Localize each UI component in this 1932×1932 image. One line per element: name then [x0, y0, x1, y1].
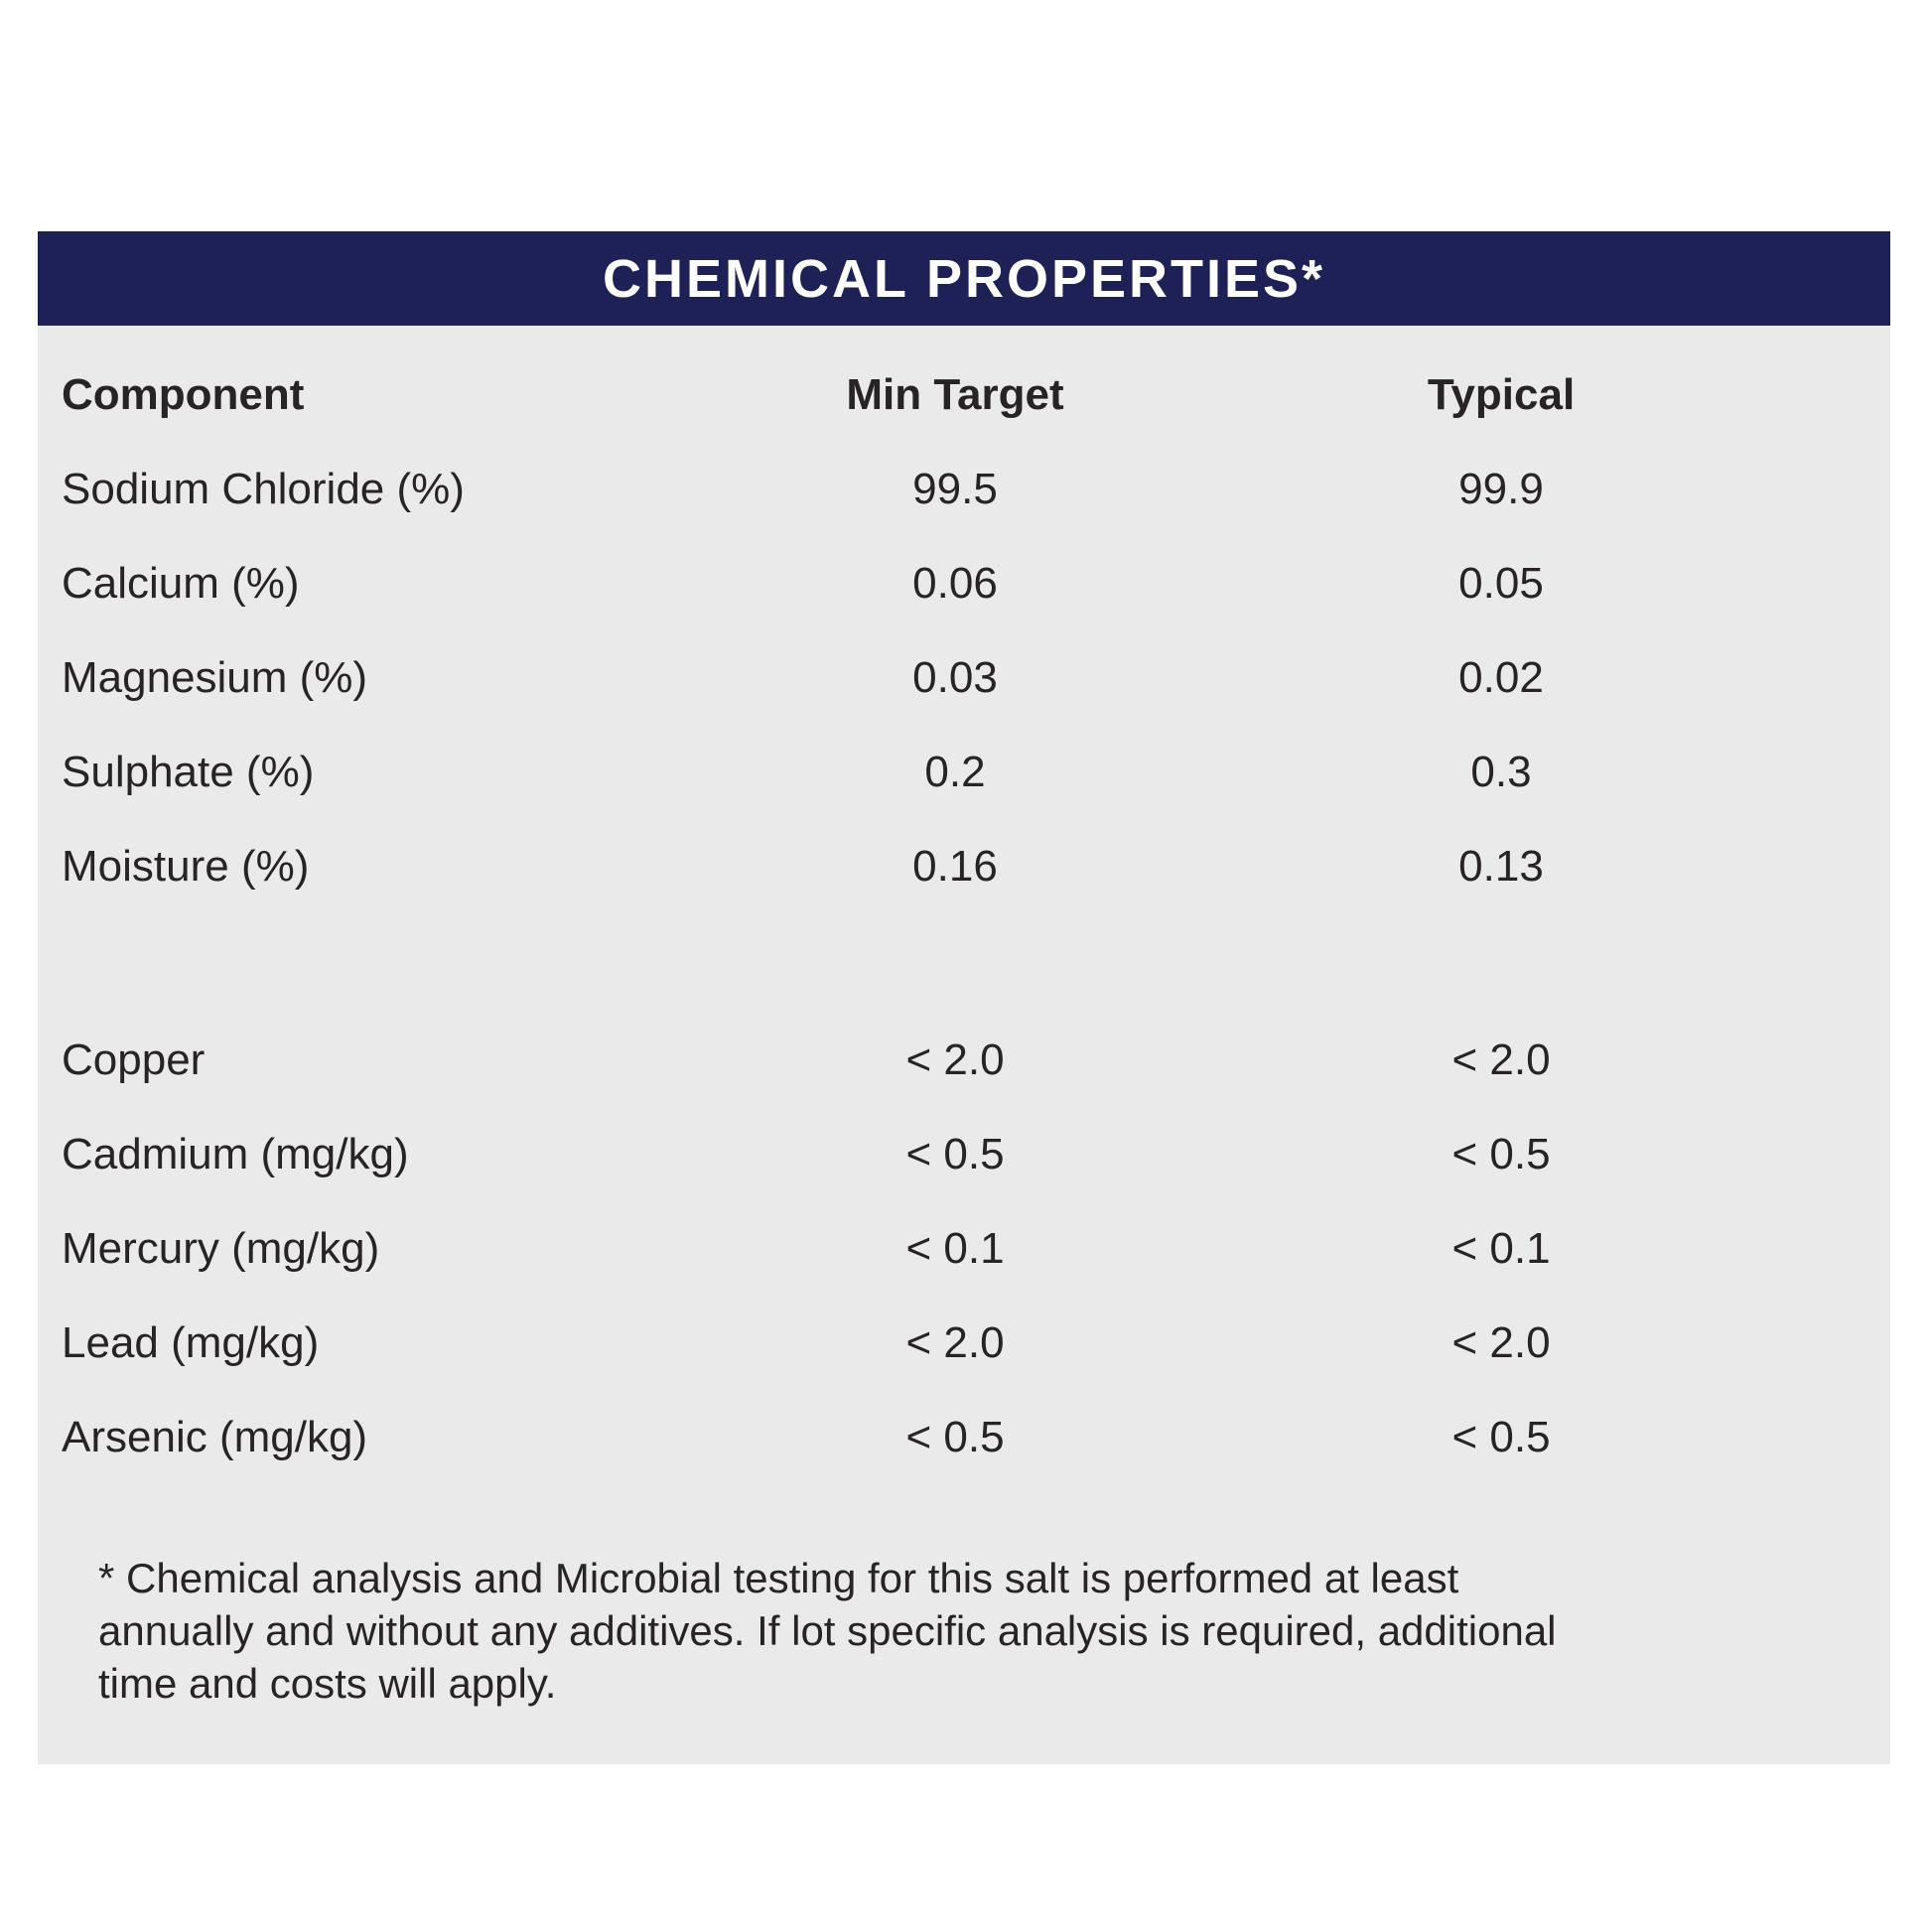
- cell-component: Moisture (%): [62, 841, 310, 891]
- cell-min-target: < 0.1: [905, 1223, 1005, 1273]
- cell-min-target: < 0.5: [905, 1412, 1005, 1461]
- cell-min-target: 0.06: [912, 558, 998, 608]
- cell-min-target: 0.16: [912, 841, 998, 891]
- table-row: Moisture (%) 0.16 0.13: [38, 819, 1890, 913]
- cell-component: Copper: [62, 1035, 206, 1084]
- table-row: Sulphate (%) 0.2 0.3: [38, 725, 1890, 819]
- cell-component: Magnesium (%): [62, 652, 368, 702]
- cell-typical: 0.05: [1458, 558, 1544, 608]
- panel-title: CHEMICAL PROPERTIES*: [602, 248, 1326, 309]
- cell-typical: 0.3: [1470, 747, 1532, 796]
- column-header-min-target: Min Target: [846, 369, 1064, 419]
- footnote: * Chemical analysis and Microbial testin…: [98, 1552, 1836, 1710]
- table-row: Cadmium (mg/kg) < 0.5 < 0.5: [38, 1107, 1890, 1201]
- cell-component: Lead (mg/kg): [62, 1317, 320, 1367]
- table-row: Magnesium (%) 0.03 0.02: [38, 630, 1890, 725]
- cell-typical: 0.13: [1458, 841, 1544, 891]
- table-row: Lead (mg/kg) < 2.0 < 2.0: [38, 1296, 1890, 1390]
- table-row: Arsenic (mg/kg) < 0.5 < 0.5: [38, 1390, 1890, 1484]
- cell-min-target: 0.2: [924, 747, 986, 796]
- cell-typical: < 0.1: [1451, 1223, 1551, 1273]
- cell-min-target: < 0.5: [905, 1129, 1005, 1178]
- cell-typical: < 0.5: [1451, 1412, 1551, 1461]
- chemical-properties-panel: CHEMICAL PROPERTIES* Component Min Targe…: [38, 231, 1890, 1764]
- table-row: Sodium Chloride (%) 99.5 99.9: [38, 442, 1890, 536]
- footnote-line: time and costs will apply.: [98, 1660, 557, 1707]
- table-header-row: Component Min Target Typical: [38, 347, 1890, 442]
- table-group-spacer: [38, 913, 1890, 1013]
- cell-component: Mercury (mg/kg): [62, 1223, 380, 1273]
- chemical-properties-table: Component Min Target Typical Sodium Chlo…: [38, 347, 1890, 1484]
- cell-component: Sodium Chloride (%): [62, 464, 465, 513]
- footnote-line: * Chemical analysis and Microbial testin…: [98, 1555, 1459, 1601]
- table-row: Copper < 2.0 < 2.0: [38, 1013, 1890, 1107]
- cell-component: Arsenic (mg/kg): [62, 1412, 368, 1461]
- cell-min-target: 99.5: [912, 464, 998, 513]
- cell-typical: < 0.5: [1451, 1129, 1551, 1178]
- cell-typical: 0.02: [1458, 652, 1544, 702]
- cell-component: Calcium (%): [62, 558, 300, 608]
- cell-min-target: < 2.0: [905, 1035, 1005, 1084]
- cell-component: Cadmium (mg/kg): [62, 1129, 409, 1178]
- cell-typical: 99.9: [1458, 464, 1544, 513]
- panel-title-bar: CHEMICAL PROPERTIES*: [38, 231, 1890, 326]
- cell-min-target: < 2.0: [905, 1317, 1005, 1367]
- column-header-component: Component: [62, 369, 305, 419]
- column-header-typical: Typical: [1427, 369, 1576, 419]
- table-row: Mercury (mg/kg) < 0.1 < 0.1: [38, 1201, 1890, 1296]
- cell-typical: < 2.0: [1451, 1317, 1551, 1367]
- cell-component: Sulphate (%): [62, 747, 315, 796]
- cell-typical: < 2.0: [1451, 1035, 1551, 1084]
- footnote-line: annually and without any additives. If l…: [98, 1607, 1557, 1654]
- table-row: Calcium (%) 0.06 0.05: [38, 536, 1890, 630]
- cell-min-target: 0.03: [912, 652, 998, 702]
